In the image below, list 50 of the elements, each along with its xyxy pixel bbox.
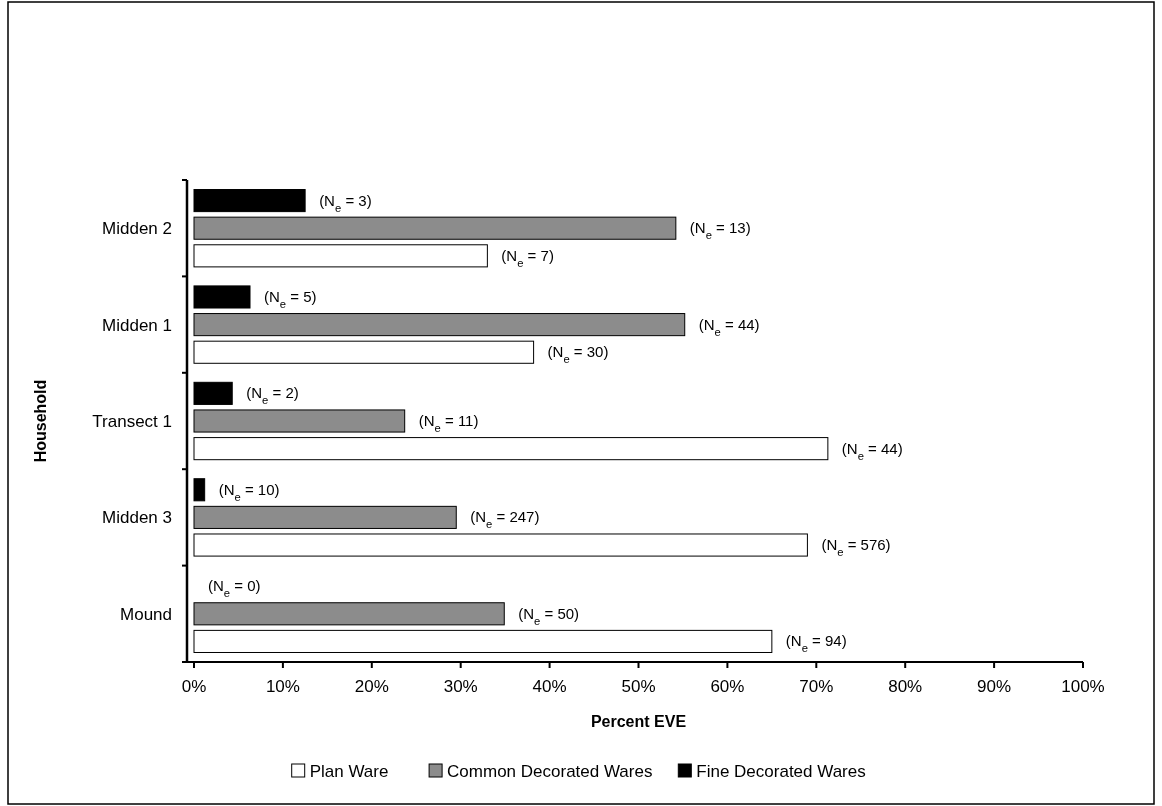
annotation: (N$_{e}$ = 11) bbox=[418, 412, 479, 434]
bar bbox=[193, 285, 251, 309]
x-tick-label: 70% bbox=[799, 677, 834, 696]
annotation: (N$_{e}$ = 0) bbox=[208, 577, 261, 600]
annotation: (N$_{e}$ = 2) bbox=[246, 384, 299, 407]
y-tick-label: Midden 2 bbox=[102, 219, 172, 239]
bar bbox=[193, 409, 406, 433]
annotation: (N$_{e}$ = 576) bbox=[821, 536, 891, 559]
x-tick-label: 60% bbox=[710, 677, 745, 696]
bar bbox=[193, 437, 829, 461]
y-tick-label: Midden 1 bbox=[102, 315, 172, 335]
annotation: (N$_{e}$ = 94) bbox=[785, 632, 847, 655]
bar bbox=[193, 602, 505, 626]
annotation: (N$_{e}$ = 13) bbox=[689, 219, 751, 242]
y-tick-label: Mound bbox=[120, 604, 172, 624]
annotation: (N$_{e}$ = 3) bbox=[319, 191, 372, 214]
bar bbox=[193, 313, 686, 337]
annotation: (N$_{e}$ = 50) bbox=[518, 604, 580, 627]
x-tick-label: 100% bbox=[1061, 677, 1105, 696]
x-tick-label: 0% bbox=[181, 677, 207, 696]
bar bbox=[193, 189, 306, 213]
annotation: (N$_{e}$ = 44) bbox=[841, 439, 903, 462]
x-tick-label: 20% bbox=[354, 677, 389, 696]
bar bbox=[193, 533, 808, 557]
bar bbox=[193, 244, 488, 268]
x-tick-label: 40% bbox=[532, 677, 567, 696]
legend-label: Plan Ware bbox=[309, 762, 389, 781]
legend-label: Common Decorated Wares bbox=[447, 762, 653, 781]
y-axis-title: Household bbox=[32, 379, 49, 463]
annotation: (N$_{e}$ = 44) bbox=[698, 315, 760, 338]
x-tick-label: 90% bbox=[977, 677, 1012, 696]
annotation: (N$_{e}$ = 247) bbox=[470, 508, 540, 531]
legend-label: Fine Decorated Wares bbox=[696, 762, 866, 781]
annotation: (N$_{e}$ = 5) bbox=[264, 287, 317, 310]
x-tick-label: 80% bbox=[888, 677, 923, 696]
bar bbox=[193, 478, 206, 502]
y-tick-label: Transect 1 bbox=[92, 412, 172, 431]
bar bbox=[193, 505, 457, 529]
annotation: (N$_{e}$ = 7) bbox=[501, 246, 554, 269]
y-tick-label: Midden 3 bbox=[102, 508, 172, 528]
x-tick-label: 50% bbox=[621, 677, 656, 696]
x-tick-label: 30% bbox=[443, 677, 478, 696]
bar bbox=[193, 381, 233, 405]
bar bbox=[193, 216, 677, 240]
bar bbox=[193, 340, 535, 364]
bar bbox=[193, 629, 773, 653]
x-axis-title: Percent EVE bbox=[590, 713, 687, 730]
annotation: (N$_{e}$ = 30) bbox=[547, 343, 609, 366]
annotation: (N$_{e}$ = 10) bbox=[218, 480, 280, 503]
x-tick-label: 10% bbox=[265, 677, 300, 696]
